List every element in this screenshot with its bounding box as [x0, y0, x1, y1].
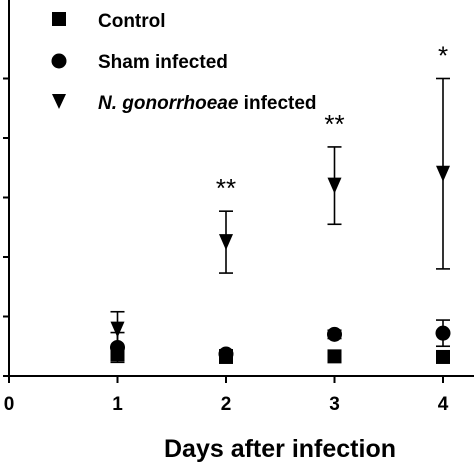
point-control [436, 349, 450, 364]
axes [8, 0, 474, 377]
y-ticks [3, 77, 9, 377]
legend: Control Sham infected N. gonorrhoeae inf… [51, 11, 317, 114]
x-axis-title: Days after infection [164, 435, 396, 463]
legend-label-ng-italic: N. gonorrhoeae [98, 93, 239, 114]
point-ng [327, 177, 342, 194]
legend-label-ng-rest: infected [238, 93, 316, 114]
legend-label-sham: Sham infected [98, 52, 228, 73]
legend-marker-ng [52, 94, 66, 109]
point-ng [436, 165, 450, 182]
significance-label: ** [216, 173, 236, 203]
point-sham [218, 346, 234, 362]
x-ticks: 0 1 2 3 4 [4, 376, 449, 415]
point-control [327, 349, 342, 364]
x-tick-label: 4 [438, 394, 449, 415]
series-layer [110, 77, 451, 364]
legend-label-control: Control [98, 11, 166, 32]
x-tick-label: 3 [329, 394, 340, 415]
point-sham [327, 326, 342, 342]
significance-label: * [438, 41, 448, 71]
legend-label-ng: N. gonorrhoeae infected [98, 93, 317, 114]
point-ng [110, 321, 125, 338]
legend-marker-sham [51, 53, 67, 69]
x-tick-label: 0 [4, 394, 15, 415]
significance-label: ** [324, 109, 344, 139]
x-tick-label: 2 [221, 394, 232, 415]
legend-marker-control [52, 12, 66, 26]
x-tick-label: 1 [112, 394, 123, 415]
point-ng [219, 234, 233, 251]
point-sham [435, 325, 451, 341]
annotation-layer: ***** [216, 41, 448, 204]
